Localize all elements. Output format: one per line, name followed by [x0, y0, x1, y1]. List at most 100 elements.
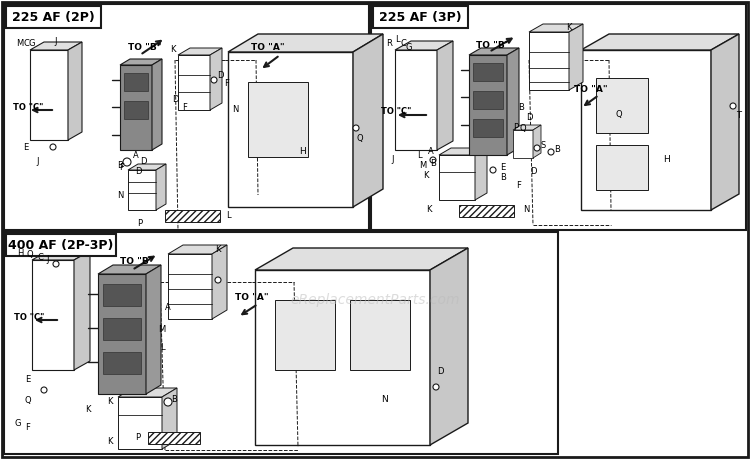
Text: T: T — [736, 111, 742, 119]
Polygon shape — [178, 55, 210, 110]
Bar — [473, 63, 503, 81]
Polygon shape — [120, 59, 162, 65]
Text: TO "B": TO "B" — [128, 44, 161, 52]
Polygon shape — [168, 254, 212, 319]
Polygon shape — [507, 48, 519, 155]
Text: E: E — [500, 163, 506, 173]
Text: C: C — [23, 39, 29, 49]
Polygon shape — [128, 164, 166, 170]
Text: TO "A": TO "A" — [574, 85, 608, 95]
Text: M: M — [158, 325, 166, 335]
Circle shape — [548, 149, 554, 155]
Text: F: F — [517, 180, 521, 190]
Text: L: L — [226, 211, 230, 219]
Circle shape — [215, 277, 221, 283]
Polygon shape — [430, 248, 468, 445]
Polygon shape — [395, 41, 453, 50]
Polygon shape — [529, 24, 583, 32]
Polygon shape — [439, 148, 487, 155]
Circle shape — [41, 387, 47, 393]
Text: J: J — [46, 256, 50, 264]
Polygon shape — [120, 65, 152, 150]
Bar — [103, 352, 141, 374]
Text: TO "C": TO "C" — [13, 102, 44, 112]
Text: K: K — [566, 23, 572, 33]
Text: F: F — [26, 422, 31, 431]
Polygon shape — [711, 34, 739, 210]
Text: 225 AF (3P): 225 AF (3P) — [380, 11, 462, 23]
Text: G: G — [28, 39, 35, 49]
Text: M: M — [16, 39, 24, 49]
Bar — [165, 210, 220, 222]
Text: B: B — [500, 174, 506, 183]
Text: K: K — [215, 246, 220, 254]
Bar — [459, 205, 514, 217]
Polygon shape — [30, 50, 68, 140]
Text: B: B — [171, 396, 177, 404]
Text: L: L — [417, 151, 422, 159]
Text: F: F — [182, 102, 188, 112]
Text: E: E — [23, 144, 28, 152]
Text: L: L — [394, 35, 399, 45]
Bar — [103, 318, 141, 340]
Polygon shape — [178, 48, 222, 55]
Polygon shape — [118, 388, 177, 397]
Text: N: N — [232, 106, 238, 114]
Polygon shape — [228, 52, 353, 207]
Bar — [4, 4, 369, 230]
Circle shape — [50, 144, 56, 150]
Bar — [473, 91, 503, 109]
Text: N: N — [117, 191, 123, 201]
Text: D: D — [140, 157, 146, 167]
Text: D: D — [135, 167, 141, 175]
Polygon shape — [228, 34, 383, 52]
Polygon shape — [439, 155, 475, 200]
Polygon shape — [162, 388, 177, 449]
Text: Q: Q — [357, 134, 363, 142]
Polygon shape — [74, 251, 90, 370]
Text: H: H — [16, 250, 23, 258]
Circle shape — [164, 398, 172, 406]
Bar — [473, 119, 503, 137]
Text: Q: Q — [616, 111, 622, 119]
Circle shape — [123, 158, 131, 166]
Text: TO "B": TO "B" — [476, 41, 509, 50]
Text: J: J — [37, 157, 39, 167]
Text: M: M — [419, 161, 427, 169]
Bar — [6, 6, 101, 28]
Text: D: D — [172, 95, 178, 105]
Text: D: D — [526, 113, 532, 123]
Text: E: E — [26, 375, 31, 385]
Text: 400 AF (2P-3P): 400 AF (2P-3P) — [8, 239, 114, 252]
Bar — [124, 73, 148, 91]
Polygon shape — [581, 50, 711, 210]
Polygon shape — [118, 397, 162, 449]
Text: K: K — [426, 206, 432, 214]
Text: Q: Q — [27, 250, 33, 258]
Text: B: B — [518, 103, 524, 112]
Polygon shape — [513, 130, 533, 158]
Text: G: G — [15, 420, 21, 429]
Polygon shape — [168, 245, 227, 254]
Bar — [148, 432, 200, 444]
Polygon shape — [255, 248, 468, 270]
Circle shape — [353, 125, 359, 131]
Text: F: F — [224, 79, 230, 89]
Polygon shape — [212, 245, 227, 319]
Text: K: K — [107, 437, 112, 447]
Polygon shape — [30, 42, 82, 50]
Text: Q: Q — [520, 123, 526, 133]
Text: K: K — [107, 397, 112, 407]
Text: TO "A": TO "A" — [236, 293, 268, 302]
Text: B: B — [117, 161, 123, 169]
Polygon shape — [395, 50, 437, 150]
Bar — [124, 101, 148, 119]
Polygon shape — [146, 265, 161, 394]
Bar — [103, 284, 141, 306]
Bar — [596, 145, 648, 190]
Text: H: H — [663, 156, 669, 164]
Text: J: J — [55, 38, 57, 46]
Circle shape — [211, 77, 217, 83]
Polygon shape — [437, 41, 453, 150]
Text: eReplacementParts.com: eReplacementParts.com — [290, 293, 460, 307]
